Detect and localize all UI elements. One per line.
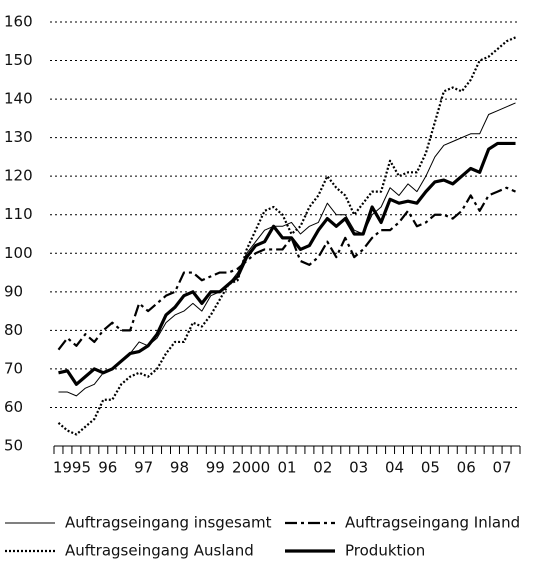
legend-label: Auftragseingang Inland	[345, 514, 520, 532]
y-tick-label: 130	[4, 128, 33, 146]
y-tick-label: 70	[4, 359, 23, 377]
x-tick-label: 04	[385, 459, 404, 477]
series-line	[58, 102, 516, 397]
y-tick-label: 110	[4, 205, 33, 223]
y-tick-label: 60	[4, 398, 23, 416]
y-tick-label: 140	[4, 90, 33, 108]
x-tick-label: 98	[170, 459, 189, 477]
x-tick-label: 97	[134, 459, 153, 477]
x-tick-label: 01	[277, 459, 296, 477]
y-tick-label: 50	[4, 437, 23, 455]
series-line	[57, 186, 516, 351]
x-tick-label: 2000	[232, 459, 270, 477]
legend-label: Auftragseingang Ausland	[65, 542, 254, 560]
x-tick-label: 06	[457, 459, 476, 477]
y-tick-label: 150	[4, 51, 33, 69]
legend-label: Produktion	[345, 542, 425, 560]
x-tick-label: 1995	[53, 459, 91, 477]
x-tick-label: 03	[349, 459, 368, 477]
legend-label: Auftragseingang insgesamt	[65, 514, 272, 532]
y-tick-label: 80	[4, 321, 23, 339]
series-line	[58, 141, 516, 386]
x-tick-label: 99	[206, 459, 225, 477]
y-tick-label: 160	[4, 13, 33, 31]
x-tick-label: 02	[313, 459, 332, 477]
x-tick-label: 07	[493, 459, 512, 477]
y-tick-label: 100	[4, 244, 33, 262]
series-line	[57, 36, 516, 436]
y-tick-label: 120	[4, 167, 33, 185]
x-tick-label: 05	[421, 459, 440, 477]
x-tick-label: 96	[98, 459, 117, 477]
y-tick-label: 90	[4, 282, 23, 300]
